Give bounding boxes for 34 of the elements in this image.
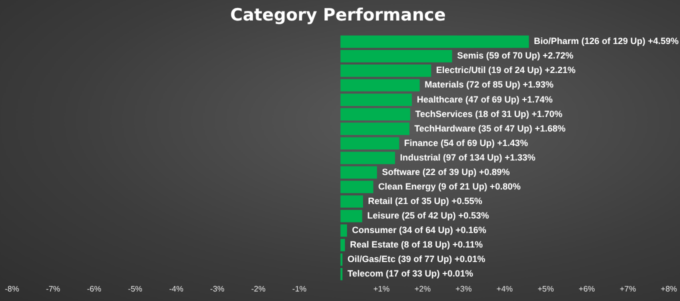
y-tick-label: Semis (59 of 70 Up) +2.72%: [457, 50, 574, 61]
x-tick-label: -5%: [128, 284, 142, 294]
y-tick-label: Electric/Util (19 of 24 Up) +2.21%: [436, 65, 576, 76]
y-tick-label: Consumer (34 of 64 Up) +0.16%: [352, 225, 486, 236]
y-tick-label: Oil/Gas/Etc (39 of 77 Up) +0.01%: [347, 254, 486, 264]
x-tick-label: -7%: [46, 284, 60, 294]
x-tick-label: +5%: [538, 284, 554, 294]
x-tick-label: +2%: [414, 284, 431, 294]
y-tick-label: TechHardware (35 of 47 Up) +1.68%: [414, 123, 566, 134]
x-tick-label: +6%: [578, 284, 595, 294]
y-tick-label: TechServices (18 of 31 Up) +1.70%: [415, 108, 562, 119]
x-tick-label: +1%: [373, 284, 390, 294]
x-tick-label: -1%: [292, 284, 307, 294]
y-tick-label: Leisure (25 of 42 Up) +0.53%: [367, 210, 490, 220]
y-tick-label: Software (22 of 39 Up) +0.89%: [382, 166, 510, 177]
x-tick-label: +4%: [496, 284, 513, 294]
y-tick-label: Finance (54 of 69 Up) +1.43%: [404, 138, 528, 148]
y-tick-label: Bio/Pharm (126 of 129 Up) +4.59%: [534, 36, 679, 46]
y-tick-label: Materials (72 of 85 Up) +1.93%: [424, 80, 554, 90]
x-tick-label: +3%: [455, 284, 472, 294]
y-tick-label: Industrial (97 of 134 Up) +1.33%: [400, 152, 536, 162]
x-tick-label: -8%: [4, 284, 20, 294]
y-tick-label: Clean Energy (9 of 21 Up) +0.80%: [378, 181, 521, 192]
chart-title: Category Performance: [230, 6, 446, 26]
x-tick-label: -3%: [210, 284, 224, 294]
x-tick-label: -4%: [169, 284, 184, 294]
x-tick-label: -6%: [86, 284, 102, 294]
y-tick-label: Healthcare (47 of 69 Up) +1.74%: [416, 94, 553, 104]
x-tick-label: +7%: [620, 284, 636, 294]
x-tick-label: +8%: [660, 284, 677, 294]
x-tick-label: -2%: [251, 284, 266, 294]
y-tick-label: Real Estate (8 of 18 Up) +0.11%: [350, 240, 483, 250]
y-tick-label: Retail (21 of 35 Up) +0.55%: [368, 196, 482, 206]
y-tick-label: Telecom (17 of 33 Up) +0.01%: [347, 268, 474, 279]
